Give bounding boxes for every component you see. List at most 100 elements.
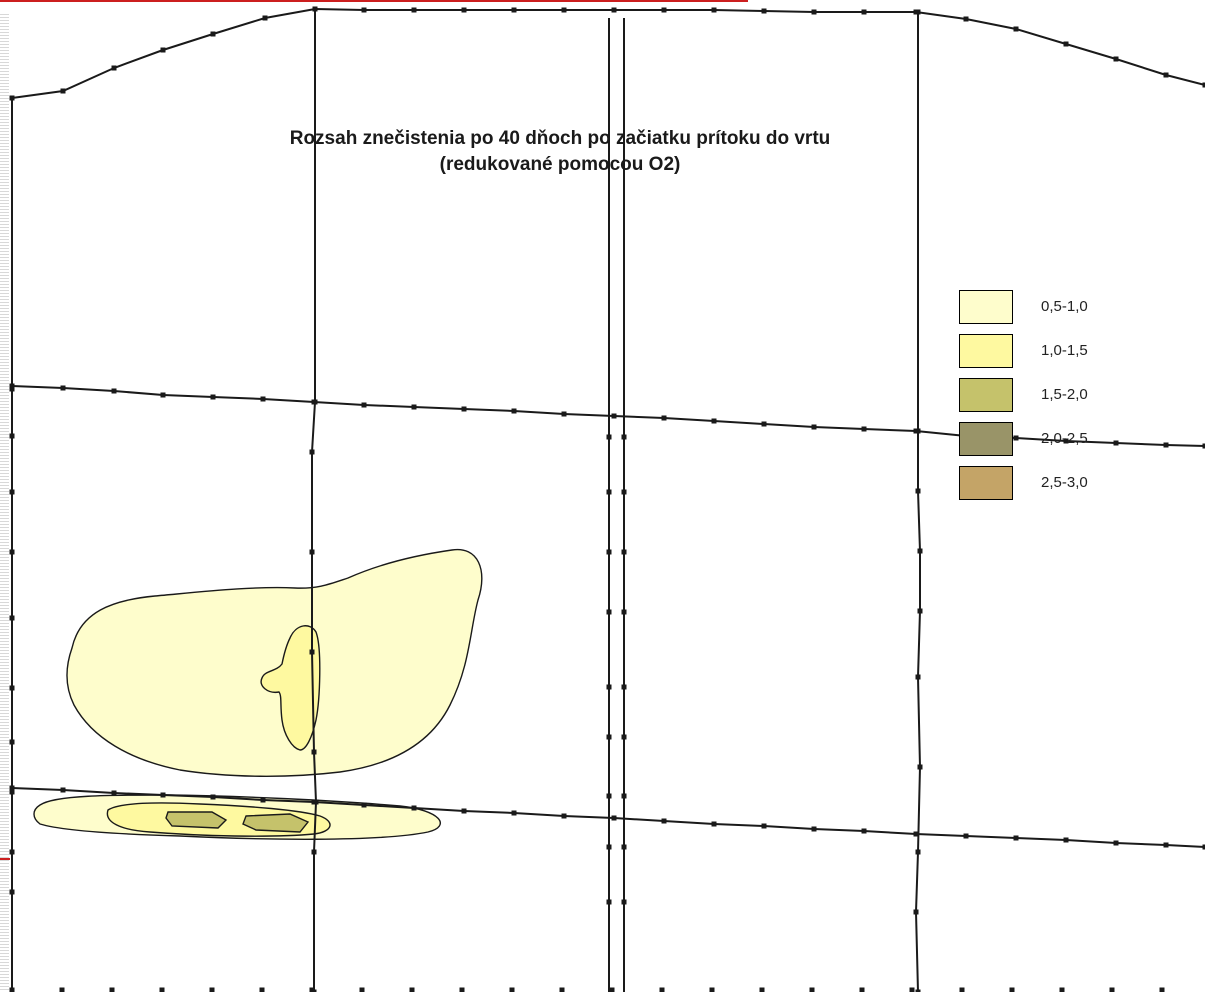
grid-marker bbox=[915, 849, 921, 855]
grid-marker bbox=[913, 909, 919, 915]
grid-marker bbox=[160, 47, 166, 53]
grid-marker bbox=[561, 813, 567, 819]
grid-marker bbox=[711, 821, 717, 827]
grid-marker bbox=[209, 987, 215, 992]
grid-marker bbox=[861, 828, 867, 834]
grid-marker bbox=[917, 608, 923, 614]
grid-marker bbox=[9, 739, 15, 745]
grid-marker bbox=[915, 989, 921, 992]
grid-marker bbox=[621, 489, 627, 495]
grid-marker bbox=[9, 95, 15, 101]
map-title-line2: (redukované pomocou O2) bbox=[439, 154, 681, 175]
grid-marker bbox=[917, 548, 923, 554]
grid-marker bbox=[313, 799, 319, 805]
grid-marker bbox=[311, 749, 317, 755]
grid-marker bbox=[621, 434, 627, 440]
grid-marker bbox=[9, 386, 15, 392]
grid-marker bbox=[621, 734, 627, 740]
grid-marker bbox=[511, 7, 517, 13]
top-accent-bar bbox=[0, 0, 748, 2]
grid-marker bbox=[659, 987, 665, 992]
grid-marker bbox=[759, 987, 765, 992]
grid-marker bbox=[606, 793, 612, 799]
grid-marker bbox=[606, 844, 612, 850]
grid-marker bbox=[917, 764, 923, 770]
grid-marker bbox=[9, 685, 15, 691]
grid-marker bbox=[111, 388, 117, 394]
grid-marker bbox=[461, 406, 467, 412]
grid-marker bbox=[60, 88, 66, 94]
grid-marker bbox=[915, 488, 921, 494]
grid-marker bbox=[809, 987, 815, 992]
grid-marker bbox=[1009, 987, 1015, 992]
legend-swatch bbox=[959, 466, 1013, 500]
grid-marker bbox=[9, 987, 15, 992]
legend-label: 2,5-3,0 bbox=[1041, 474, 1088, 491]
grid-marker bbox=[409, 987, 415, 992]
grid-marker bbox=[262, 15, 268, 21]
grid-marker bbox=[1113, 56, 1119, 62]
legend-swatch bbox=[959, 422, 1013, 456]
grid-marker bbox=[1063, 41, 1069, 47]
contour-zone bbox=[242, 813, 310, 833]
grid-marker bbox=[259, 987, 265, 992]
grid-marker bbox=[963, 833, 969, 839]
grid-marker bbox=[959, 987, 965, 992]
grid-marker bbox=[606, 734, 612, 740]
grid-marker bbox=[311, 849, 317, 855]
grid-marker bbox=[611, 413, 617, 419]
legend-label: 0,5-1,0 bbox=[1041, 298, 1088, 315]
grid-marker bbox=[1013, 835, 1019, 841]
grid-marker bbox=[711, 418, 717, 424]
grid-marker bbox=[511, 810, 517, 816]
grid-marker bbox=[9, 785, 15, 791]
grid-marker bbox=[709, 987, 715, 992]
grid-marker bbox=[511, 408, 517, 414]
grid-marker bbox=[361, 7, 367, 13]
grid-marker bbox=[761, 8, 767, 14]
grid-marker bbox=[9, 383, 15, 389]
grid-marker bbox=[913, 831, 919, 837]
grid-marker bbox=[160, 792, 166, 798]
grid-marker bbox=[9, 889, 15, 895]
grid-marker bbox=[606, 609, 612, 615]
grid-marker bbox=[811, 9, 817, 15]
grid-marker bbox=[111, 790, 117, 796]
grid-marker bbox=[309, 449, 315, 455]
grid-marker bbox=[1202, 443, 1205, 449]
grid-marker bbox=[1113, 440, 1119, 446]
legend-swatch bbox=[959, 334, 1013, 368]
grid-marker bbox=[606, 684, 612, 690]
grid-marker bbox=[1202, 82, 1205, 88]
contour-zone bbox=[260, 625, 321, 751]
vertical-line-right bbox=[914, 12, 922, 992]
grid-marker bbox=[361, 402, 367, 408]
grid-marker bbox=[609, 987, 615, 992]
grid-marker bbox=[60, 385, 66, 391]
grid-marker bbox=[859, 987, 865, 992]
grid-marker bbox=[309, 649, 315, 655]
grid-marker bbox=[761, 823, 767, 829]
grid-marker bbox=[309, 549, 315, 555]
grid-marker bbox=[309, 987, 315, 992]
grid-markers bbox=[9, 6, 1205, 992]
grid-marker bbox=[621, 684, 627, 690]
grid-marker bbox=[621, 793, 627, 799]
grid-marker bbox=[9, 549, 15, 555]
contour-zone bbox=[66, 548, 483, 777]
grid-marker bbox=[915, 428, 921, 434]
grid-marker bbox=[606, 434, 612, 440]
grid-marker bbox=[9, 433, 15, 439]
grid-marker bbox=[861, 426, 867, 432]
grid-marker bbox=[621, 899, 627, 905]
legend-label: 1,0-1,5 bbox=[1041, 342, 1088, 359]
grid-marker bbox=[210, 31, 216, 37]
grid-marker bbox=[611, 7, 617, 13]
grid-marker bbox=[661, 818, 667, 824]
grid-marker bbox=[559, 987, 565, 992]
grid-marker bbox=[1063, 438, 1069, 444]
grid-marker bbox=[1163, 442, 1169, 448]
grid-marker bbox=[60, 787, 66, 793]
grid-marker bbox=[260, 797, 266, 803]
grid-marker bbox=[621, 549, 627, 555]
